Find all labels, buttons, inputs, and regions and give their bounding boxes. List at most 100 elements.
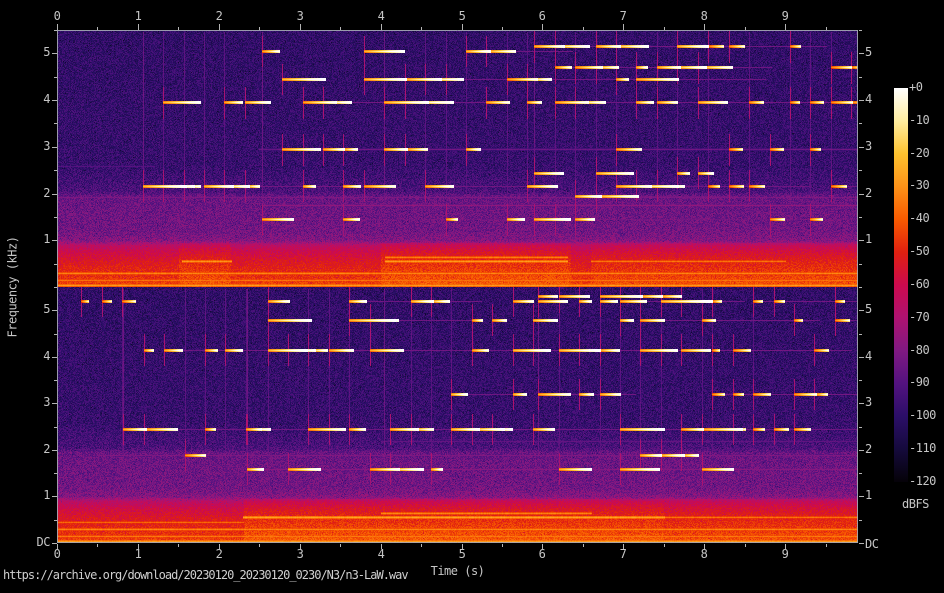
y-tick-label-left: 2 bbox=[43, 186, 50, 200]
y-minor-tick-right bbox=[859, 170, 862, 171]
x-major-tick-bottom bbox=[785, 544, 786, 549]
x-tick-label-bottom: 3 bbox=[296, 547, 304, 561]
x-tick-label-top: 0 bbox=[53, 9, 61, 23]
y-major-tick-right bbox=[859, 403, 864, 404]
colorbar-tick-label: -30 bbox=[909, 178, 930, 192]
colorbar-tick-label: +0 bbox=[909, 80, 923, 94]
y-tick-label-right: 3 bbox=[865, 139, 872, 153]
colorbar bbox=[894, 88, 908, 482]
x-major-tick-bottom bbox=[462, 544, 463, 549]
y-tick-label-right: 3 bbox=[865, 395, 872, 409]
x-minor-tick-top bbox=[664, 27, 665, 30]
y-tick-label-right: 1 bbox=[865, 232, 872, 246]
x-minor-tick-bottom bbox=[259, 544, 260, 547]
y-major-tick-left bbox=[52, 496, 57, 497]
x-minor-tick-bottom bbox=[178, 544, 179, 547]
x-minor-tick-top bbox=[97, 27, 98, 30]
y-major-tick-right bbox=[859, 194, 864, 195]
y-tick-label-right: 2 bbox=[865, 186, 872, 200]
x-major-tick-top bbox=[542, 24, 543, 30]
colorbar-tick-label: -60 bbox=[909, 277, 930, 291]
x-minor-tick-bottom bbox=[664, 544, 665, 547]
dc-label-left: DC bbox=[36, 535, 51, 549]
y-minor-tick-left bbox=[54, 170, 57, 171]
y-tick-label-left: 5 bbox=[43, 302, 50, 316]
y-minor-tick-right bbox=[859, 334, 862, 335]
x-minor-tick-top bbox=[178, 27, 179, 30]
y-major-tick-left bbox=[52, 357, 57, 358]
x-tick-label-top: 8 bbox=[700, 9, 708, 23]
colorbar-tick-label: -110 bbox=[909, 441, 936, 455]
x-tick-label-top: 9 bbox=[781, 9, 789, 23]
y-tick-label-left: 4 bbox=[43, 92, 50, 106]
x-minor-tick-bottom bbox=[826, 544, 827, 547]
y-tick-label-left: 4 bbox=[43, 349, 50, 363]
x-tick-label-bottom: 1 bbox=[134, 547, 142, 561]
y-major-tick-left bbox=[52, 240, 57, 241]
x-minor-tick-bottom bbox=[745, 544, 746, 547]
y-minor-tick-left bbox=[54, 287, 57, 288]
y-minor-tick-left bbox=[54, 334, 57, 335]
y-major-tick-left bbox=[52, 310, 57, 311]
colorbar-tick-label: -100 bbox=[909, 408, 936, 422]
y-tick-label-left: 2 bbox=[43, 442, 50, 456]
freq-axis-title: Frequency (kHz) bbox=[5, 236, 20, 338]
y-minor-tick-right bbox=[859, 77, 862, 78]
x-major-tick-bottom bbox=[542, 544, 543, 549]
y-major-tick-right bbox=[859, 53, 864, 54]
x-minor-tick-bottom bbox=[583, 544, 584, 547]
x-tick-label-bottom: 6 bbox=[538, 547, 546, 561]
x-minor-tick-top bbox=[502, 27, 503, 30]
x-tick-label-bottom: 2 bbox=[215, 547, 223, 561]
x-tick-label-bottom: 4 bbox=[377, 547, 385, 561]
y-major-tick-left bbox=[52, 147, 57, 148]
y-major-tick-right bbox=[859, 100, 864, 101]
colorbar-tick-label: -40 bbox=[909, 211, 930, 225]
y-tick-label-right: 4 bbox=[865, 349, 872, 363]
x-minor-tick-top bbox=[826, 27, 827, 30]
y-major-tick-left bbox=[52, 53, 57, 54]
x-minor-tick-top bbox=[421, 27, 422, 30]
url-caption: https://archive.org/download/20230120_20… bbox=[3, 568, 409, 582]
x-major-tick-top bbox=[704, 24, 705, 30]
dc-tick-right bbox=[859, 543, 864, 544]
y-major-tick-right bbox=[859, 450, 864, 451]
x-tick-label-top: 4 bbox=[377, 9, 385, 23]
y-tick-label-right: 4 bbox=[865, 92, 872, 106]
y-minor-tick-right bbox=[859, 380, 862, 381]
y-tick-label-left: 3 bbox=[43, 395, 50, 409]
y-minor-tick-left bbox=[54, 30, 57, 31]
x-minor-tick-top bbox=[745, 27, 746, 30]
x-minor-tick-bottom bbox=[97, 544, 98, 547]
x-major-tick-bottom bbox=[704, 544, 705, 549]
y-major-tick-right bbox=[859, 147, 864, 148]
x-tick-label-top: 3 bbox=[296, 9, 304, 23]
y-tick-label-right: 5 bbox=[865, 45, 872, 59]
y-minor-tick-right bbox=[859, 123, 862, 124]
y-minor-tick-left bbox=[54, 520, 57, 521]
x-major-tick-top bbox=[381, 24, 382, 30]
x-tick-label-bottom: 5 bbox=[458, 547, 466, 561]
x-major-tick-top bbox=[300, 24, 301, 30]
colorbar-tick-label: -20 bbox=[909, 146, 930, 160]
y-tick-label-right: 2 bbox=[865, 442, 872, 456]
y-tick-label-left: 3 bbox=[43, 139, 50, 153]
y-major-tick-right bbox=[859, 310, 864, 311]
x-minor-tick-top bbox=[340, 27, 341, 30]
colorbar-tick-label: -80 bbox=[909, 343, 930, 357]
dc-tick-left bbox=[52, 543, 57, 544]
spectrogram-canvas-top-channel bbox=[57, 30, 858, 287]
y-major-tick-right bbox=[859, 240, 864, 241]
y-tick-label-left: 5 bbox=[43, 45, 50, 59]
x-minor-tick-bottom bbox=[421, 544, 422, 547]
y-minor-tick-right bbox=[859, 473, 862, 474]
y-minor-tick-left bbox=[54, 473, 57, 474]
x-major-tick-bottom bbox=[57, 544, 58, 549]
x-major-tick-bottom bbox=[138, 544, 139, 549]
y-tick-label-right: 1 bbox=[865, 488, 872, 502]
y-minor-tick-left bbox=[54, 380, 57, 381]
y-minor-tick-left bbox=[54, 77, 57, 78]
x-major-tick-bottom bbox=[219, 544, 220, 549]
y-minor-tick-left bbox=[54, 217, 57, 218]
x-major-tick-top bbox=[785, 24, 786, 30]
